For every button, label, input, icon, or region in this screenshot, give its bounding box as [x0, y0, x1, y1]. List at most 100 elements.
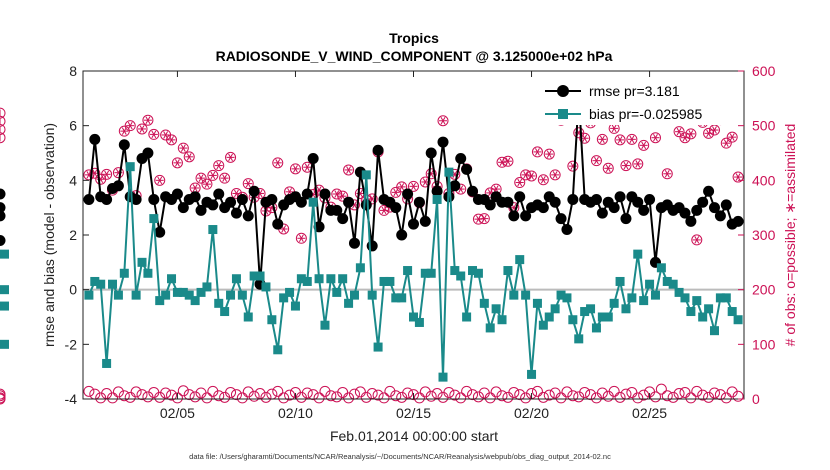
obs-assimilated-star	[598, 135, 607, 144]
obs-possible-circle	[638, 389, 650, 401]
rmse-point	[313, 221, 325, 233]
bias-point	[113, 290, 123, 300]
star-stroke	[729, 133, 735, 141]
bias-point	[314, 274, 324, 284]
obs-possible-circle	[708, 387, 720, 399]
obs-possible-circle	[230, 389, 242, 401]
bias-point	[196, 287, 206, 297]
bias-point	[296, 274, 306, 284]
star-stroke	[635, 160, 641, 168]
obs-assimilated-circle	[408, 180, 419, 192]
obs-assimilated-circle	[632, 158, 644, 170]
star-stroke	[293, 165, 298, 173]
star-stroke	[393, 188, 399, 197]
bias-point	[645, 279, 655, 289]
obs-possible-circle	[201, 392, 213, 404]
rmse-point	[484, 199, 496, 211]
bias-point	[220, 307, 230, 317]
obs-assimilated-circle	[579, 132, 591, 144]
obs-count-markers	[0, 102, 744, 405]
obs-possible-circle	[732, 390, 744, 402]
bias-point	[686, 307, 696, 317]
bias-point	[456, 271, 466, 281]
rmse-point	[337, 213, 349, 225]
star-stroke	[228, 153, 233, 162]
bias-point	[432, 194, 442, 204]
bias-point	[344, 298, 354, 308]
obs-possible-circle	[467, 389, 479, 401]
bias-point	[621, 304, 631, 314]
bias-point	[349, 290, 359, 300]
obs-assimilated-circle	[419, 176, 431, 188]
star-stroke	[340, 192, 346, 200]
bias-point	[491, 304, 501, 314]
obs-assimilated-circle	[219, 172, 231, 184]
bias-point	[161, 290, 171, 300]
bias-point	[473, 268, 483, 278]
obs-assimilated-star	[155, 176, 164, 185]
obs-assimilated-star	[397, 183, 406, 191]
bias-point	[214, 298, 224, 308]
rmse-point	[390, 202, 402, 214]
bias-point	[609, 298, 619, 308]
obs-assimilated-circle	[573, 127, 585, 139]
obs-assimilated-circle	[472, 213, 484, 225]
bias-point	[137, 257, 147, 267]
legend-box	[538, 77, 738, 125]
obs-possible-circle	[248, 390, 260, 402]
obs-assimilated-star	[633, 160, 642, 168]
rmse-point	[437, 136, 449, 148]
obs-possible-circle	[343, 392, 355, 404]
bias-point	[367, 290, 377, 300]
bias-point	[562, 293, 572, 303]
obs-assimilated-circle	[526, 170, 538, 182]
obs-assimilated-star	[391, 188, 400, 197]
rmse-point	[714, 210, 726, 222]
obs-possible-circle	[166, 389, 178, 401]
bias-point	[485, 323, 495, 333]
rmse-point	[455, 152, 467, 164]
rmse-point	[248, 185, 260, 197]
y-tick-label-left: 2	[69, 227, 77, 243]
rmse-point	[502, 196, 514, 208]
bias-point	[231, 274, 241, 284]
bias-point	[515, 255, 525, 265]
bias-point	[273, 345, 283, 355]
obs-assimilated-circle	[537, 174, 549, 186]
obs-assimilated-circle	[396, 181, 408, 193]
obs-possible-circle	[596, 387, 608, 399]
obs-assimilated-circle	[390, 186, 402, 198]
rmse-point	[537, 202, 549, 214]
obs-assimilated-circle	[514, 177, 526, 189]
bias-point	[178, 287, 188, 297]
rmse-point	[207, 199, 219, 211]
bias-point	[320, 320, 330, 330]
obs-possible-circle	[443, 386, 455, 398]
legend: rmse pr=3.181 bias pr=-0.025985	[538, 77, 738, 125]
obs-possible-circle	[95, 392, 107, 404]
obs-assimilated-star	[220, 174, 229, 182]
obs-assimilated-circle	[708, 124, 720, 136]
rmse-point	[0, 210, 6, 222]
star-stroke	[641, 141, 647, 150]
star-stroke	[204, 180, 210, 188]
star-stroke	[198, 174, 204, 182]
y-tick-label-left: 4	[69, 172, 77, 188]
obs-assimilated-circle	[502, 155, 514, 167]
obs-possible-circle	[543, 389, 555, 401]
rmse-point	[590, 193, 602, 205]
star-stroke	[157, 176, 163, 185]
obs-assimilated-circle	[649, 132, 661, 144]
y-axis-label-right: # of obs: o=possible; ∗=assimilated	[782, 124, 798, 347]
star-stroke	[594, 156, 599, 165]
rmse-point	[697, 196, 709, 208]
obs-possible-circle	[608, 385, 620, 397]
obs-assimilated-circle	[596, 133, 608, 145]
bias-point	[279, 293, 289, 303]
bias-point	[249, 271, 259, 281]
obs-possible-circle	[679, 386, 691, 398]
bias-point	[627, 293, 637, 303]
obs-assimilated-circle	[691, 234, 703, 246]
obs-assimilated-star	[503, 157, 512, 165]
